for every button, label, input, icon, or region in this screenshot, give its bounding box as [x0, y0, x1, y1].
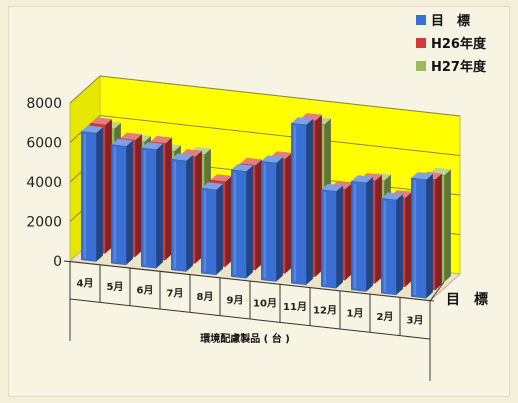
bar [411, 177, 427, 299]
bar-top [231, 163, 253, 172]
bar [381, 198, 397, 296]
depth-axis-label: 目 標 [446, 291, 488, 308]
bar-side [336, 185, 343, 289]
bar-top [411, 172, 433, 180]
bar-top [381, 192, 403, 200]
bar-top [120, 132, 142, 141]
y-tick-label: 4000 [26, 175, 62, 191]
category-axis [63, 260, 435, 302]
legend-label: H26年度 [431, 36, 487, 52]
bar-side [186, 155, 193, 272]
bar-side [435, 173, 442, 291]
x-tick-label: 2月 [377, 311, 394, 323]
bar-top [141, 142, 163, 150]
bar-side [96, 127, 103, 262]
bar [231, 169, 247, 279]
legend-swatch [416, 38, 426, 48]
bar [171, 158, 187, 272]
bar [141, 147, 157, 269]
bar-top [201, 182, 223, 190]
bar-highlight [413, 180, 417, 295]
bar-top [111, 138, 133, 147]
bar-highlight [143, 150, 147, 265]
bar-highlight [83, 133, 87, 259]
bar-highlight [383, 200, 387, 292]
bar-side [246, 165, 253, 279]
bar-top [321, 183, 343, 192]
bar-top [210, 174, 232, 182]
x-tick-label: 9月 [227, 294, 244, 306]
x-tick-label: 7月 [167, 288, 184, 300]
bar-side [285, 152, 292, 274]
bar-side [426, 173, 433, 299]
bar [291, 122, 307, 286]
x-tick-label: 11月 [283, 301, 307, 313]
bar-side [216, 184, 223, 275]
bar-side [444, 169, 451, 282]
x-tick-label: 5月 [107, 281, 124, 293]
bar-side [396, 194, 403, 295]
bar [351, 180, 367, 292]
bar-highlight [113, 146, 117, 262]
x-tick-label: 8月 [197, 291, 214, 303]
bar-highlight [353, 183, 357, 289]
bar-side [165, 137, 172, 261]
bar [321, 189, 337, 289]
legend-swatch [416, 15, 426, 25]
bar-top [240, 157, 262, 166]
bar [111, 144, 127, 266]
bar [81, 131, 97, 262]
x-axis-title: 環境配慮製品 ( 台 ) [200, 332, 290, 345]
depth-axis [429, 281, 445, 302]
bar-side [156, 143, 163, 269]
y-tick-label: 2000 [26, 215, 62, 231]
bar-top [150, 135, 172, 144]
legend-swatch [416, 61, 426, 71]
bar-highlight [233, 172, 237, 275]
bar-side [126, 140, 133, 265]
x-tick-label: 3月 [407, 314, 424, 326]
x-tick-label: 10月 [253, 298, 277, 310]
y-tick-label: 8000 [26, 96, 62, 112]
bar-side [255, 159, 262, 271]
bar-top [291, 117, 313, 125]
bar-highlight [173, 161, 177, 269]
category-row-line [69, 298, 431, 340]
bar-top [171, 153, 193, 161]
bar-top [261, 155, 283, 163]
gridline [69, 114, 461, 156]
bar-side [366, 176, 373, 292]
x-tick-label: 1月 [347, 308, 364, 320]
bar-side [225, 175, 232, 267]
bar-highlight [203, 190, 207, 272]
bar-side [105, 119, 112, 254]
legend-label: H27年度 [431, 59, 487, 75]
bar-top [351, 175, 373, 183]
bar-side [276, 157, 283, 282]
x-tick-label: 12月 [313, 304, 337, 316]
bar-side [375, 174, 382, 284]
bar-top [81, 125, 103, 134]
bar [201, 187, 217, 276]
bar-side [306, 118, 313, 285]
y-tick-label: 6000 [26, 136, 62, 152]
bar-side [195, 150, 202, 264]
bar-top [90, 117, 112, 125]
bar-side [315, 114, 322, 277]
x-tick-label: 6月 [137, 284, 154, 296]
gridline [69, 75, 461, 117]
y-tick-label: 0 [53, 254, 62, 270]
legend-label: 目 標 [431, 13, 470, 29]
bar-side [345, 183, 352, 281]
bar-side [405, 191, 412, 287]
bar-highlight [293, 125, 297, 282]
bar-highlight [323, 192, 327, 285]
bar [261, 161, 277, 282]
x-tick-label: 4月 [77, 278, 94, 290]
bar-highlight [263, 163, 267, 279]
bar-side [135, 134, 142, 257]
